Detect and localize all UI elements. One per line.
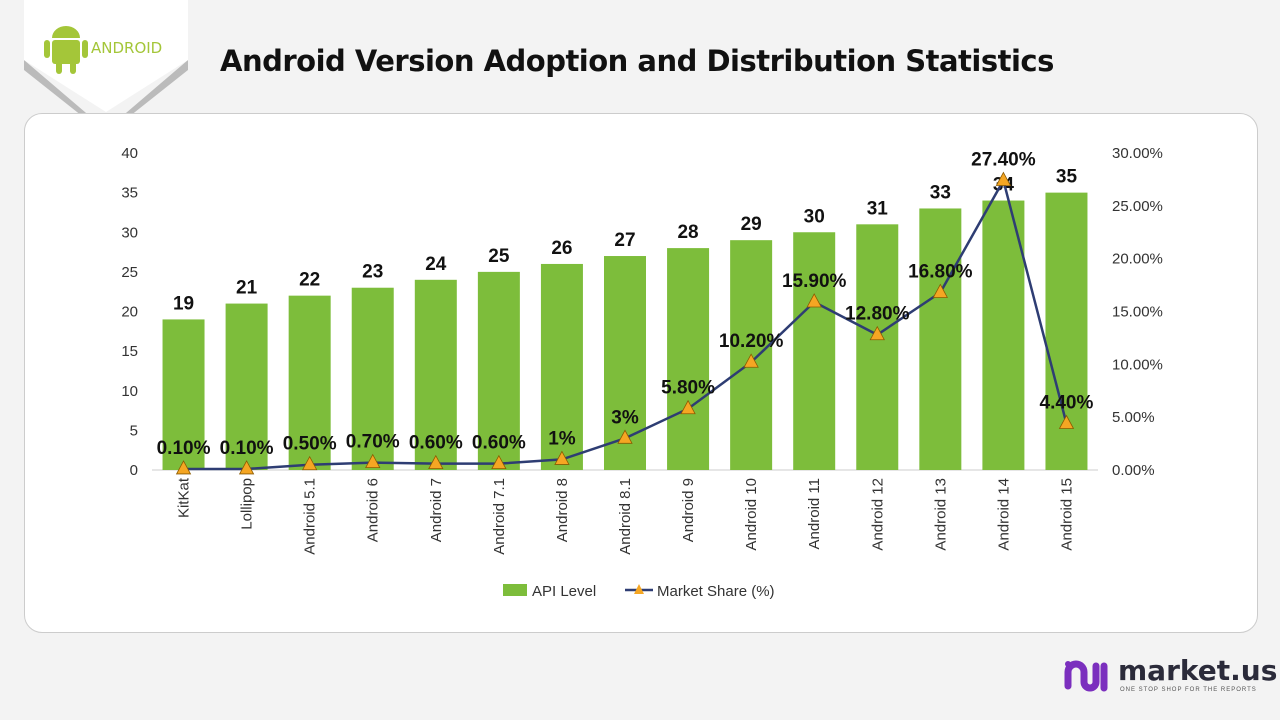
line-label: 5.80%	[661, 378, 715, 399]
line-label: 4.40%	[1040, 393, 1094, 414]
line-label: 27.40%	[971, 149, 1036, 170]
market-share-marker	[617, 429, 633, 444]
line-label: 0.70%	[346, 432, 400, 453]
legend-label-market-share: Market Share (%)	[657, 583, 775, 600]
legend-label-api-level: API Level	[532, 583, 596, 600]
market-share-marker	[554, 450, 570, 465]
bar-label: 30	[804, 206, 825, 227]
y-left-tick: 0	[130, 462, 138, 479]
bar-lollipop	[225, 303, 268, 470]
bar-android-9	[667, 248, 710, 470]
market-share-marker	[175, 460, 192, 475]
x-tick-label: Android 12	[869, 478, 886, 551]
y-left-tick: 15	[121, 343, 138, 360]
y-left-tick: 10	[121, 383, 138, 400]
x-tick-label: Android 11	[806, 478, 823, 549]
x-tick-label: Android 6	[365, 478, 382, 542]
bar-label: 33	[930, 182, 951, 203]
market-share-marker	[932, 283, 949, 298]
bar-android-6	[351, 287, 394, 470]
line-label: 1%	[548, 428, 576, 449]
y-right-tick: 0.00%	[1112, 462, 1155, 479]
x-tick-label: Android 7	[428, 478, 445, 542]
bar-android-5-1	[288, 295, 331, 470]
x-tick-label: Android 10	[743, 478, 760, 551]
line-label: 3%	[611, 407, 639, 428]
legend-swatch-api-level	[503, 584, 527, 596]
bar-android-8	[540, 263, 583, 470]
market-share-marker	[301, 455, 318, 471]
android-logo-text: ANDROID	[91, 39, 162, 57]
line-label: 15.90%	[782, 271, 847, 292]
market-share-marker	[1058, 414, 1075, 429]
android-logo-badge: ANDROID	[24, 0, 188, 135]
y-right-tick: 20.00%	[1112, 251, 1163, 268]
market-share-marker	[491, 454, 507, 470]
bar-android-11	[793, 232, 836, 470]
bar-label: 21	[236, 278, 258, 299]
line-label: 16.80%	[908, 261, 973, 282]
bar-label: 29	[741, 214, 762, 235]
bar-label: 28	[677, 222, 698, 243]
x-tick-label: Android 14	[995, 478, 1012, 551]
y-left-tick: 35	[121, 185, 138, 202]
y-left-tick: 20	[121, 304, 138, 321]
y-right-tick: 30.00%	[1112, 145, 1163, 162]
x-tick-label: Android 8.1	[617, 478, 634, 555]
y-left-tick: 40	[121, 145, 138, 162]
market-share-marker	[806, 293, 822, 308]
x-tick-label: KitKat	[176, 477, 193, 518]
y-right-tick: 25.00%	[1112, 198, 1163, 215]
market-share-marker	[238, 460, 255, 475]
bar-label: 31	[867, 198, 889, 219]
bar-label: 27	[614, 230, 635, 251]
y-right-tick: 5.00%	[1112, 409, 1155, 426]
market-share-marker	[365, 453, 381, 469]
x-tick-label: Android 5.1	[302, 478, 319, 555]
bar-label: 22	[299, 270, 320, 291]
line-label: 0.10%	[157, 438, 211, 459]
y-left-tick: 30	[121, 224, 138, 241]
bar-android-12	[856, 224, 899, 470]
y-right-tick: 10.00%	[1112, 356, 1163, 373]
y-left-tick: 25	[121, 264, 138, 281]
bar-android-14	[982, 200, 1025, 471]
line-label: 12.80%	[845, 304, 910, 325]
bar-label: 23	[362, 262, 383, 283]
line-label: 0.60%	[472, 433, 526, 454]
market-share-marker	[743, 353, 759, 368]
y-left-tick: 5	[130, 422, 138, 439]
market-share-marker	[869, 325, 885, 341]
x-tick-label: Android 13	[932, 478, 949, 551]
line-label: 10.20%	[719, 331, 784, 352]
x-tick-label: Android 7.1	[491, 478, 508, 555]
bar-label: 19	[173, 293, 194, 314]
market-share-marker	[680, 399, 696, 415]
bar-label: 35	[1056, 167, 1078, 188]
x-tick-label: Lollipop	[239, 478, 256, 530]
market-share-marker	[428, 454, 444, 470]
line-label: 0.60%	[409, 433, 463, 454]
android-robot-icon	[44, 26, 88, 74]
bar-android-13	[919, 208, 962, 470]
bar-label: 25	[488, 246, 510, 267]
x-tick-label: Android 8	[554, 478, 571, 542]
bar-label: 26	[551, 238, 572, 259]
bar-kitkat	[162, 319, 205, 470]
y-right-tick: 15.00%	[1112, 304, 1163, 321]
line-label: 0.10%	[220, 438, 274, 459]
line-label: 0.50%	[283, 434, 337, 455]
bar-label: 24	[425, 254, 447, 275]
x-tick-label: Android 15	[1058, 478, 1075, 551]
brand-name: market.us	[1118, 654, 1278, 687]
market-share-marker	[995, 171, 1012, 186]
x-tick-label: Android 9	[680, 478, 697, 542]
bar-android-7-1	[477, 271, 520, 470]
legend-marker	[634, 584, 644, 594]
brand-tagline: ONE STOP SHOP FOR THE REPORTS	[1120, 687, 1257, 693]
market-us-logo: market.us ONE STOP SHOP FOR THE REPORTS	[1062, 654, 1277, 696]
bar-android-7	[414, 279, 457, 470]
page-title: Android Version Adoption and Distributio…	[220, 44, 1054, 78]
